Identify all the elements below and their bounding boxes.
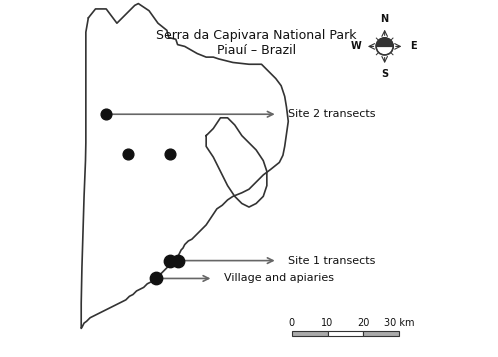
Text: Village and apiaries: Village and apiaries bbox=[224, 273, 334, 283]
Point bbox=[166, 258, 174, 263]
Text: 0: 0 bbox=[289, 318, 295, 328]
Text: E: E bbox=[410, 41, 416, 51]
Circle shape bbox=[376, 37, 393, 55]
Point bbox=[166, 151, 174, 156]
Bar bbox=[363, 331, 399, 336]
Text: 10: 10 bbox=[321, 318, 334, 328]
Point bbox=[174, 258, 182, 263]
Bar bbox=[328, 331, 363, 336]
Text: Site 1 transects: Site 1 transects bbox=[288, 256, 375, 266]
Text: W: W bbox=[351, 41, 362, 51]
Point bbox=[124, 151, 131, 156]
Text: S: S bbox=[381, 69, 388, 79]
Text: 30 km: 30 km bbox=[383, 318, 414, 328]
Polygon shape bbox=[376, 38, 393, 46]
Point bbox=[102, 111, 110, 117]
Text: Site 2 transects: Site 2 transects bbox=[288, 109, 376, 119]
Bar bbox=[292, 331, 328, 336]
Point bbox=[152, 276, 160, 281]
Text: Serra da Capivara National Park
Piauí – Brazil: Serra da Capivara National Park Piauí – … bbox=[156, 29, 357, 57]
Text: N: N bbox=[380, 14, 389, 24]
Text: 20: 20 bbox=[357, 318, 370, 328]
